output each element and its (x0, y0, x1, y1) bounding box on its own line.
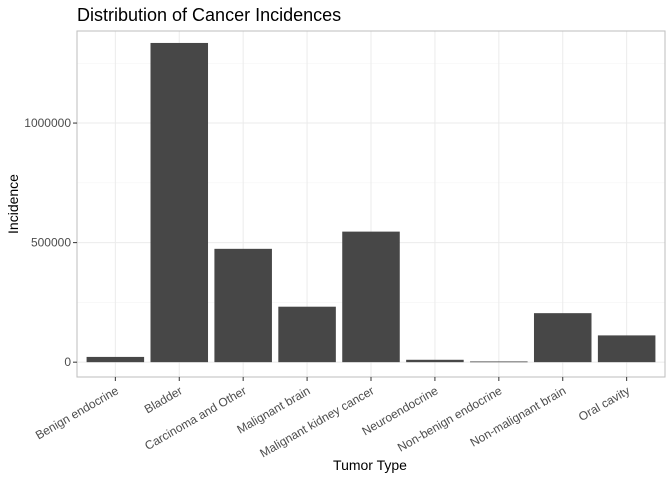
y-tick-label: 500000 (31, 236, 71, 250)
y-tick-label: 0 (64, 355, 71, 369)
plot-panel (76, 30, 666, 378)
x-tick-label: Benign endocrine (33, 383, 121, 442)
bar-malignant-brain[interactable] (278, 306, 336, 363)
x-tick-label: Malignant kidney cancer (257, 383, 376, 460)
x-tick-label: Bladder (142, 383, 185, 416)
x-axis-title: Tumor Type (333, 457, 407, 473)
bar-neuroendocrine[interactable] (406, 359, 464, 363)
y-tick-label: 1000000 (24, 116, 71, 130)
x-tick-label: Oral cavity (576, 383, 632, 423)
bar-carcinoma-and-other[interactable] (214, 248, 272, 363)
chart-title: Distribution of Cancer Incidences (77, 5, 341, 25)
bar-malignant-kidney-cancer[interactable] (342, 231, 400, 363)
y-axis-title: Incidence (5, 174, 21, 234)
bar-benign-endocrine[interactable] (86, 356, 145, 363)
x-tick-label: Non-benign endocrine (395, 383, 505, 454)
bar-bladder[interactable] (150, 42, 209, 363)
bar-non-benign-endocrine[interactable] (470, 361, 528, 363)
bar-oral-cavity[interactable] (597, 335, 656, 363)
bar-non-malignant-brain[interactable] (533, 313, 592, 363)
